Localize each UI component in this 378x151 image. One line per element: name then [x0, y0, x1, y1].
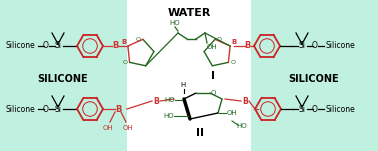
Text: O: O: [122, 60, 128, 65]
Text: O: O: [210, 90, 216, 96]
Text: Si: Si: [299, 104, 305, 114]
Text: OH: OH: [207, 44, 218, 50]
Text: HO: HO: [163, 113, 174, 119]
Text: Si: Si: [54, 104, 62, 114]
Text: WATER: WATER: [167, 8, 211, 18]
Text: OH: OH: [227, 110, 238, 116]
Text: HO: HO: [164, 97, 175, 103]
Text: O: O: [217, 37, 222, 42]
Text: O: O: [43, 42, 49, 50]
FancyBboxPatch shape: [0, 0, 127, 151]
Text: Silicone: Silicone: [326, 104, 356, 114]
Text: O: O: [231, 60, 235, 65]
Text: II: II: [196, 128, 204, 138]
Text: O: O: [312, 104, 318, 114]
Text: HO: HO: [170, 20, 180, 26]
Text: B: B: [112, 42, 118, 50]
Text: SILICONE: SILICONE: [38, 74, 88, 84]
Text: B: B: [244, 42, 250, 50]
Text: Silicone: Silicone: [326, 42, 356, 50]
Text: O: O: [136, 37, 141, 42]
Text: Silicone: Silicone: [5, 104, 35, 114]
Text: I: I: [211, 71, 215, 81]
Text: B: B: [242, 96, 248, 106]
Text: OH: OH: [103, 125, 113, 131]
Text: Silicone: Silicone: [5, 42, 35, 50]
FancyBboxPatch shape: [251, 0, 378, 151]
Text: B: B: [122, 39, 127, 45]
Text: H: H: [180, 82, 186, 88]
Text: HO: HO: [236, 123, 246, 129]
Text: O: O: [312, 42, 318, 50]
Text: B: B: [231, 39, 236, 45]
Text: SILICONE: SILICONE: [289, 74, 339, 84]
Text: Si: Si: [299, 42, 305, 50]
Text: B: B: [115, 104, 121, 114]
FancyBboxPatch shape: [127, 0, 251, 151]
Text: O: O: [43, 104, 49, 114]
Text: B: B: [153, 96, 159, 106]
Text: Si: Si: [54, 42, 62, 50]
Text: OH: OH: [123, 125, 133, 131]
